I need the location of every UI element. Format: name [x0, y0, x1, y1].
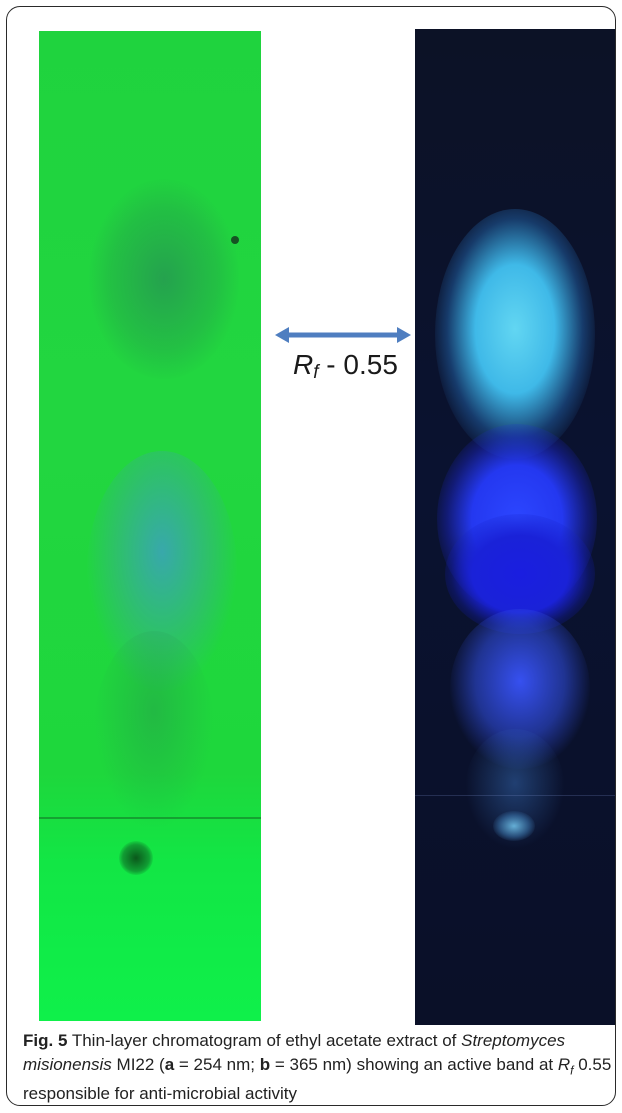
- caption-text: = 254 nm;: [174, 1055, 260, 1074]
- plate-b-cyan-band: [435, 209, 595, 459]
- caption-key-b: b: [259, 1055, 271, 1074]
- rf-label: Rf - 0.55: [293, 349, 398, 384]
- caption-text: MI22 (: [111, 1055, 165, 1074]
- caption-label: Fig. 5: [23, 1031, 68, 1050]
- caption-text: 0.55 responsible for anti-microbial acti…: [23, 1055, 612, 1104]
- plate-b-lower-band: [450, 609, 590, 769]
- plate-a-origin-line: [39, 817, 261, 819]
- rf-value: - 0.55: [318, 349, 398, 380]
- figure-frame: Rf - 0.55 Fig. 5 Thin-layer chromatogram…: [6, 6, 616, 1106]
- tlc-plate-254nm: [39, 31, 261, 1021]
- caption-text: Thin-layer chromatogram of ethyl acetate…: [67, 1031, 462, 1050]
- rf-double-arrow: [275, 327, 411, 343]
- plate-b-origin-line: [415, 795, 615, 796]
- tlc-plate-365nm: [415, 29, 615, 1025]
- plate-a-upper-band: [89, 179, 239, 379]
- caption-rf-symbol: R: [557, 1055, 571, 1074]
- plate-a-active-band: [87, 451, 237, 691]
- plate-b-origin-spot: [493, 811, 535, 841]
- plate-a-trail: [94, 631, 214, 831]
- plate-a-origin-spot: [119, 841, 153, 875]
- caption-species: Streptomyces misionensis: [23, 1031, 566, 1074]
- figure-caption: Fig. 5 Thin-layer chromatogram of ethyl …: [23, 1029, 615, 1105]
- caption-text: = 365 nm) showing an active band at: [270, 1055, 558, 1074]
- rf-subscript: f: [313, 362, 319, 383]
- caption-key-a: a: [164, 1055, 175, 1074]
- rf-symbol: R: [293, 349, 314, 380]
- plate-a-speck: [231, 236, 239, 244]
- caption-rf-sub: f: [570, 1063, 574, 1078]
